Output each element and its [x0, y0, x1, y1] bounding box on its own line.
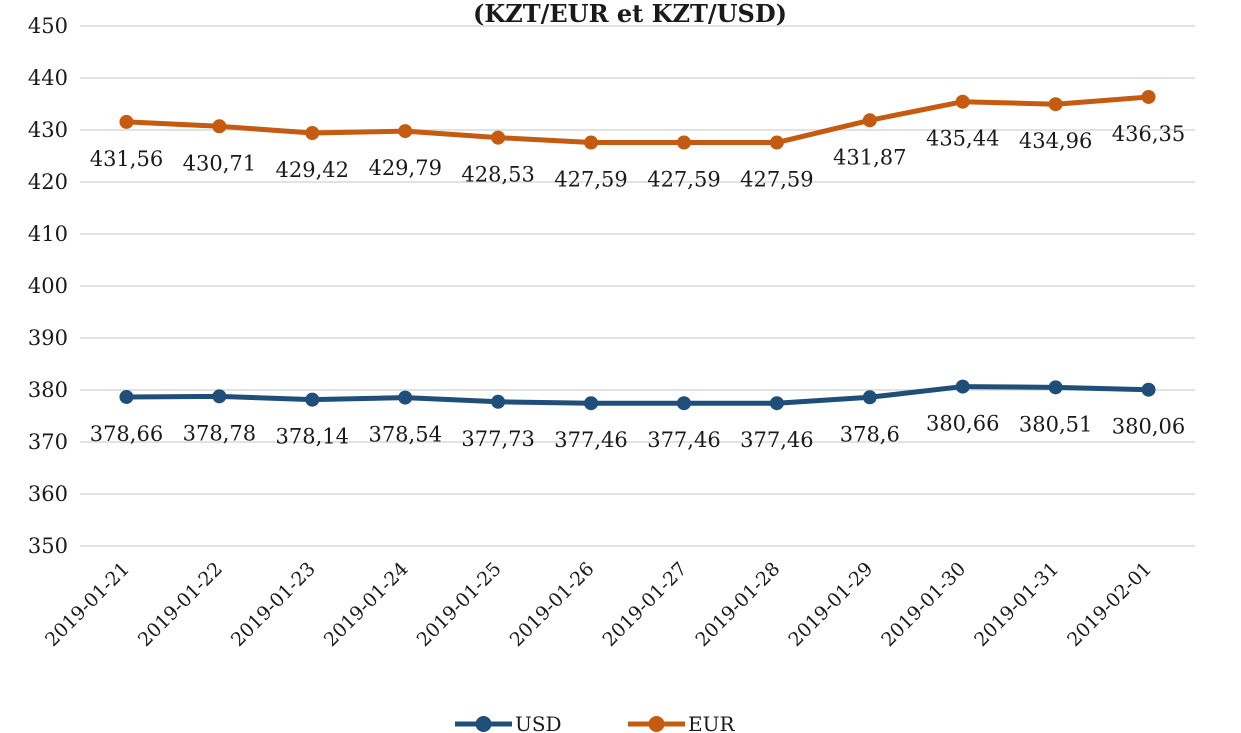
data-point-eur — [769, 135, 784, 150]
data-label-usd: 378,14 — [276, 425, 349, 449]
series-line-usd — [123, 384, 1152, 406]
x-tick-label: 2019-01-30 — [877, 558, 970, 651]
y-tick-label: 420 — [28, 170, 68, 194]
data-point-usd — [491, 394, 506, 409]
data-label-usd: 380,06 — [1112, 415, 1185, 439]
x-tick-label: 2019-02-01 — [1063, 558, 1156, 651]
data-label-usd: 377,73 — [461, 427, 534, 451]
x-tick-label: 2019-01-25 — [413, 558, 506, 651]
data-labels: 378,66 378,78 378,14 378,54 377,73 377,46 377,… — [90, 122, 1186, 452]
data-point-eur — [305, 126, 320, 141]
data-point-eur — [955, 94, 970, 109]
data-label-usd: 378,54 — [368, 423, 441, 447]
data-point-eur — [862, 113, 877, 128]
data-point-usd — [1048, 380, 1063, 395]
data-point-eur — [676, 135, 691, 150]
data-label-eur: 431,87 — [833, 145, 906, 169]
gridlines — [80, 25, 1195, 547]
y-tick-label: 370 — [28, 430, 68, 454]
data-point-usd — [398, 390, 413, 405]
data-point-eur — [1141, 89, 1156, 104]
y-axis-ticks: 350 360 370 380 390 400 410 420 430 440 450 — [28, 14, 68, 558]
data-point-eur — [584, 135, 599, 150]
legend-label-usd: USD — [515, 712, 562, 733]
data-label-usd: 378,78 — [183, 421, 256, 445]
x-tick-label: 2019-01-24 — [320, 558, 413, 651]
y-tick-label: 390 — [28, 326, 68, 350]
y-tick-label: 400 — [28, 274, 68, 298]
legend: USD EUR — [455, 712, 735, 733]
data-label-usd: 377,46 — [554, 428, 627, 452]
data-label-eur: 435,44 — [926, 127, 999, 151]
y-tick-label: 360 — [28, 482, 68, 506]
data-point-usd — [955, 379, 970, 394]
x-tick-label: 2019-01-27 — [598, 558, 691, 651]
data-label-eur: 436,35 — [1112, 122, 1185, 146]
x-tick-label: 2019-01-26 — [506, 558, 599, 651]
y-tick-label: 410 — [28, 222, 68, 246]
data-point-usd — [769, 396, 784, 411]
data-point-usd — [676, 396, 691, 411]
y-tick-label: 450 — [28, 14, 68, 38]
data-label-usd: 377,46 — [740, 428, 813, 452]
data-point-usd — [119, 389, 134, 404]
legend-item-usd: USD — [455, 712, 562, 733]
data-label-eur: 427,59 — [554, 168, 627, 192]
data-point-eur — [398, 124, 413, 139]
data-point-usd — [862, 390, 877, 405]
data-label-usd: 378,66 — [90, 422, 163, 446]
y-tick-label: 380 — [28, 378, 68, 402]
data-point-usd — [584, 396, 599, 411]
x-tick-label: 2019-01-28 — [691, 558, 784, 651]
legend-marker-usd — [475, 716, 492, 732]
data-label-eur: 427,59 — [740, 168, 813, 192]
y-tick-label: 350 — [28, 534, 68, 558]
data-point-eur — [1048, 97, 1063, 112]
chart-title: (KZT/EUR et KZT/USD) — [473, 0, 787, 28]
data-label-eur: 429,42 — [276, 158, 349, 182]
data-point-usd — [305, 392, 320, 407]
data-label-eur: 430,71 — [183, 151, 256, 175]
data-point-usd — [212, 389, 227, 404]
data-label-eur: 431,56 — [90, 147, 163, 171]
data-label-usd: 380,51 — [1019, 412, 1092, 436]
x-axis-ticks: 2019-01-21 2019-01-22 2019-01-23 2019-01-24… — [41, 558, 1156, 651]
x-tick-label: 2019-01-21 — [41, 558, 134, 651]
data-label-usd: 380,66 — [926, 412, 999, 436]
data-label-eur: 427,59 — [647, 168, 720, 192]
y-tick-label: 440 — [28, 66, 68, 90]
data-label-eur: 429,79 — [368, 156, 441, 180]
data-point-eur — [491, 130, 506, 145]
data-point-eur — [212, 119, 227, 134]
series-line-eur — [123, 94, 1152, 146]
x-tick-label: 2019-01-23 — [227, 558, 320, 651]
data-point-usd — [1141, 382, 1156, 397]
y-tick-label: 430 — [28, 118, 68, 142]
x-tick-label: 2019-01-31 — [970, 558, 1063, 651]
legend-item-eur: EUR — [628, 712, 735, 733]
data-label-usd: 378,6 — [840, 422, 900, 446]
data-point-eur — [119, 114, 134, 129]
legend-label-eur: EUR — [688, 712, 735, 733]
data-label-usd: 377,46 — [647, 428, 720, 452]
x-tick-label: 2019-01-29 — [784, 558, 877, 651]
series-layer — [119, 89, 1156, 411]
x-tick-label: 2019-01-22 — [134, 558, 227, 651]
data-label-eur: 428,53 — [461, 163, 534, 187]
legend-marker-eur — [648, 716, 665, 732]
data-label-eur: 434,96 — [1019, 129, 1092, 153]
